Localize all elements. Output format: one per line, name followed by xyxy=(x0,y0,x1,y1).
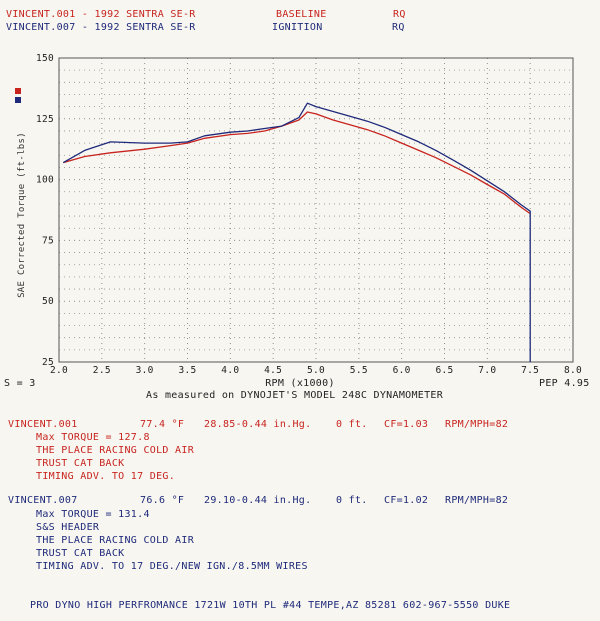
x-tick-label: 8.0 xyxy=(564,365,582,376)
header-run2-sep: - xyxy=(75,22,95,33)
run2-name: VINCENT.007 xyxy=(8,495,78,506)
run2-baro: 29.10-0.44 in.Hg. xyxy=(204,495,312,506)
x-tick-label: 6.5 xyxy=(435,365,453,376)
run1-name: VINCENT.001 xyxy=(8,419,78,430)
shop-info: PRO DYNO HIGH PERFROMANCE 1721W 10TH PL … xyxy=(30,600,511,611)
x-tick-label: 2.0 xyxy=(50,365,68,376)
pep-label: PEP 4.95 xyxy=(539,378,590,389)
run1-note: THE PLACE RACING COLD AIR xyxy=(36,445,195,456)
header-run2-mode: IGNITION xyxy=(272,22,323,33)
run2-note: Max TORQUE = 131.4 xyxy=(36,509,150,520)
legend-marker-run2 xyxy=(15,97,21,103)
smoothing-label: S = 3 xyxy=(4,378,36,389)
header-run2: VINCENT.007 - 1992 SENTRA SE-R xyxy=(6,22,196,33)
header-run2-car: 1992 SENTRA SE-R xyxy=(94,22,196,33)
series-line-baseline xyxy=(63,111,531,215)
header-run2-name: VINCENT.007 xyxy=(6,22,76,33)
torque-chart: 2.0 2.5 3.0 3.5 4.0 4.5 5.0 5.5 6.0 6.5 7.0 7.5 8.0 2… xyxy=(15,53,582,376)
run2-note: S&S HEADER xyxy=(36,522,100,533)
run2-note: TIMING ADV. TO 17 DEG./NEW IGN./8.5MM WI… xyxy=(36,561,308,572)
y-tick-label: 100 xyxy=(36,175,54,186)
header-run2-units: RQ xyxy=(392,22,405,33)
run2-rpm-mph: RPM/MPH=82 xyxy=(445,495,509,506)
x-tick-label: 7.5 xyxy=(521,365,539,376)
x-tick-label: 3.0 xyxy=(136,365,154,376)
y-tick-label: 75 xyxy=(42,235,54,246)
x-axis-label: RPM (x1000) xyxy=(265,378,335,389)
y-tick-label: 25 xyxy=(42,357,54,368)
run2-alt: 0 ft. xyxy=(336,495,368,506)
plot-frame xyxy=(58,57,574,363)
dyno-caption: As measured on DYNOJET'S MODEL 248C DYNA… xyxy=(146,390,444,401)
chart-series xyxy=(62,102,531,362)
run1-baro: 28.85-0.44 in.Hg. xyxy=(204,419,312,430)
run2-note: THE PLACE RACING COLD AIR xyxy=(36,535,195,546)
y-tick-label: 50 xyxy=(42,296,54,307)
x-tick-label: 5.0 xyxy=(307,365,325,376)
header-run1-mode: BASELINE xyxy=(276,9,327,20)
x-tick-label: 4.0 xyxy=(221,365,239,376)
header-run1-car: 1992 SENTRA SE-R xyxy=(94,9,196,20)
header-run1-units: RQ xyxy=(393,9,406,20)
y-tick-label: 125 xyxy=(36,114,54,125)
x-tick-label: 2.5 xyxy=(93,365,111,376)
x-tick-label: 6.0 xyxy=(393,365,411,376)
run2-temp: 76.6 °F xyxy=(140,495,185,506)
series-line-ignition xyxy=(62,102,531,362)
legend-marker-run1 xyxy=(15,88,21,94)
x-tick-label: 3.5 xyxy=(178,365,196,376)
run2-note: TRUST CAT BACK xyxy=(36,548,125,559)
run1-rpm-mph: RPM/MPH=82 xyxy=(445,419,509,430)
x-tick-label: 5.5 xyxy=(350,365,368,376)
x-tick-label: 7.0 xyxy=(478,365,496,376)
chart-grid xyxy=(58,57,574,363)
run1-cf: CF=1.03 xyxy=(384,419,429,430)
run1-temp: 77.4 °F xyxy=(140,419,185,430)
chart-axes: 2.0 2.5 3.0 3.5 4.0 4.5 5.0 5.5 6.0 6.5 7.0 7.5 8.0 2… xyxy=(36,53,582,376)
run1-note: TRUST CAT BACK xyxy=(36,458,125,469)
y-tick-label: 150 xyxy=(36,53,54,64)
run2-cf: CF=1.02 xyxy=(384,495,429,506)
x-tick-label: 4.5 xyxy=(264,365,282,376)
header-run1: VINCENT.001 - 1992 SENTRA SE-R xyxy=(6,9,196,20)
run1-alt: 0 ft. xyxy=(336,419,368,430)
header-run1-name: VINCENT.001 xyxy=(6,9,76,20)
run1-note: Max TORQUE = 127.8 xyxy=(36,432,150,443)
y-axis-label: SAE Corrected Torque (ft-lbs) xyxy=(17,132,27,298)
header-run1-sep: - xyxy=(75,9,95,20)
run1-note: TIMING ADV. TO 17 DEG. xyxy=(36,471,176,482)
